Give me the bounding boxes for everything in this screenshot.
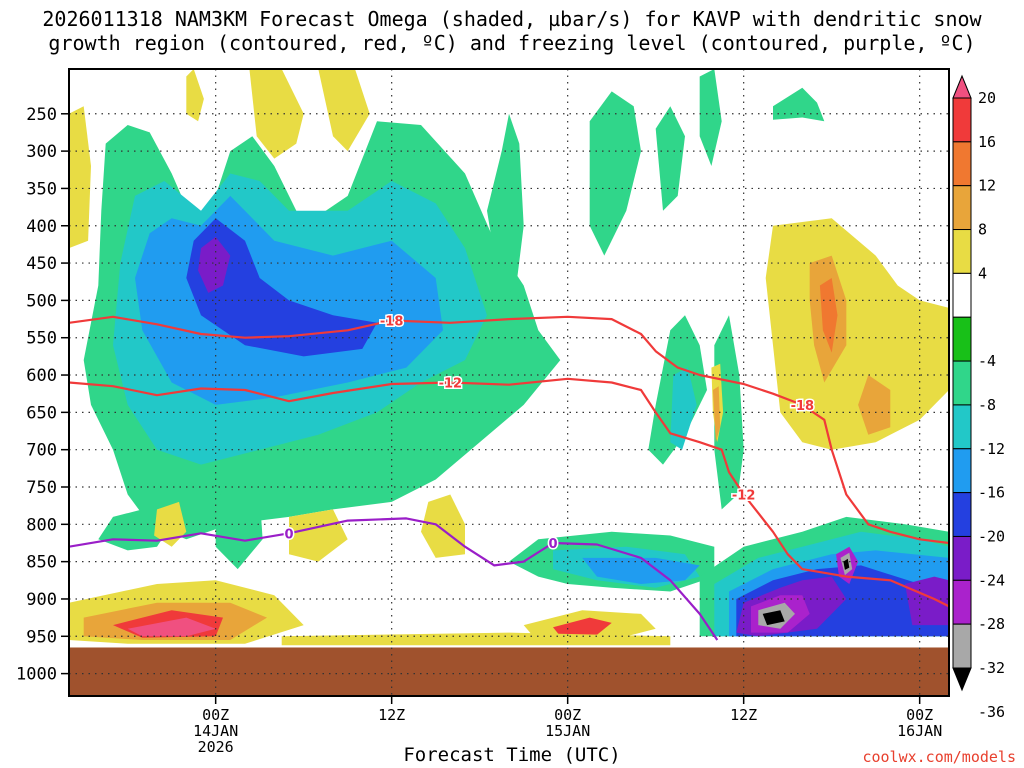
plot-frame xyxy=(68,68,950,697)
y-tick-label: 950 xyxy=(26,627,57,647)
omega-region xyxy=(281,632,671,646)
omega-region xyxy=(249,69,304,159)
y-tick-label: 600 xyxy=(26,366,57,386)
colorbar-swatch xyxy=(952,229,972,274)
contour-line xyxy=(69,377,949,608)
colorbar-label: -16 xyxy=(978,484,1005,502)
omega-region xyxy=(762,610,785,626)
colorbar-label: -28 xyxy=(978,615,1005,633)
x-axis-title: Forecast Time (UTC) xyxy=(403,744,621,766)
omega-region xyxy=(198,236,231,293)
colorbar-swatch xyxy=(952,579,972,625)
omega-region xyxy=(186,69,204,122)
omega-region xyxy=(69,106,91,249)
contour-label: 0 xyxy=(548,537,557,552)
contour-label: -18 xyxy=(380,315,404,330)
colorbar-label: 12 xyxy=(978,177,996,195)
omega-region xyxy=(858,375,891,435)
omega-region xyxy=(289,509,348,562)
omega-region xyxy=(843,558,850,570)
y-tick-label: 850 xyxy=(26,553,57,573)
omega-region xyxy=(819,278,838,353)
omega-region xyxy=(582,557,700,584)
colorbar-swatch xyxy=(952,97,972,143)
colorbar-top-arrow xyxy=(952,74,972,99)
chart-title-line2: growth region (contoured, red, ºC) and f… xyxy=(48,31,976,55)
omega-region xyxy=(905,576,949,626)
y-tick-label: 450 xyxy=(26,254,57,274)
colorbar-swatch xyxy=(952,141,972,187)
x-tick-label: 12Z xyxy=(378,706,405,724)
colorbar-label: -36 xyxy=(978,703,1005,721)
omega-region xyxy=(699,69,722,166)
colorbar-swatch xyxy=(952,448,972,494)
colorbar-swatch xyxy=(952,185,972,231)
colorbar-label: -24 xyxy=(978,571,1005,589)
y-tick-label: 500 xyxy=(26,291,57,311)
y-tick-label: 700 xyxy=(26,441,57,461)
contour-label: 0 xyxy=(284,527,293,542)
contour-label: -18 xyxy=(791,399,815,414)
y-tick-label: 250 xyxy=(26,105,57,125)
colorbar-label: 16 xyxy=(978,133,996,151)
colorbar-label: -4 xyxy=(978,352,996,370)
omega-region xyxy=(487,113,524,301)
omega-region xyxy=(714,315,744,510)
y-tick-label: 650 xyxy=(26,403,57,423)
colorbar-label: -20 xyxy=(978,527,1005,545)
colorbar-label: 20 xyxy=(978,89,996,107)
omega-region xyxy=(186,218,377,357)
omega-region xyxy=(154,501,187,547)
omega-region xyxy=(318,69,370,152)
contour-line xyxy=(69,517,719,641)
omega-region xyxy=(670,367,697,450)
omega-region xyxy=(127,617,216,637)
contour-label: -12 xyxy=(732,488,756,503)
y-tick-label: 1000 xyxy=(16,665,57,685)
y-tick-label: 800 xyxy=(26,515,57,535)
colorbar-label: 4 xyxy=(978,264,987,282)
colorbar-label: -8 xyxy=(978,396,996,414)
y-tick-label: 300 xyxy=(26,142,57,162)
contour-label: -12 xyxy=(439,377,463,392)
omega-region xyxy=(655,106,685,211)
colorbar-swatch xyxy=(952,404,972,450)
x-tick-label: 2026 xyxy=(198,738,234,756)
omega-region xyxy=(712,386,721,443)
colorbar-label: -32 xyxy=(978,659,1005,677)
y-tick-label: 900 xyxy=(26,590,57,610)
omega-region xyxy=(589,91,641,256)
terrain-ground xyxy=(69,647,949,696)
x-tick-label: 12Z xyxy=(730,706,757,724)
x-tick-label: 16JAN xyxy=(897,722,942,740)
x-tick-label: 00Z xyxy=(202,706,229,724)
colorbar-swatch xyxy=(952,492,972,537)
x-tick-label: 15JAN xyxy=(545,722,590,740)
y-tick-label: 750 xyxy=(26,478,57,498)
chart-title-line1: 2026011318 NAM3KM Forecast Omega (shaded… xyxy=(42,7,982,31)
colorbar-bottom-arrow xyxy=(952,667,972,692)
colorbar-label: -12 xyxy=(978,440,1005,458)
x-tick-label: 00Z xyxy=(554,706,581,724)
contour-line xyxy=(69,315,949,545)
colorbar-swatch xyxy=(952,272,972,318)
omega-region xyxy=(215,487,263,570)
colorbar-swatch xyxy=(952,316,972,362)
omega-region xyxy=(421,494,465,558)
x-tick-label: 14JAN xyxy=(193,722,238,740)
colorbar-swatch xyxy=(952,623,972,669)
y-tick-label: 400 xyxy=(26,217,57,237)
colorbar-swatch xyxy=(952,360,972,406)
omega-region xyxy=(765,218,949,450)
omega-region xyxy=(773,87,825,122)
colorbar-swatch xyxy=(952,535,972,581)
y-tick-label: 350 xyxy=(26,179,57,199)
omega-region xyxy=(553,617,612,637)
colorbar-label: 8 xyxy=(978,221,987,239)
x-tick-label: 00Z xyxy=(906,706,933,724)
site-credit[interactable]: coolwx.com/models xyxy=(862,748,1016,766)
y-tick-label: 550 xyxy=(26,329,57,349)
